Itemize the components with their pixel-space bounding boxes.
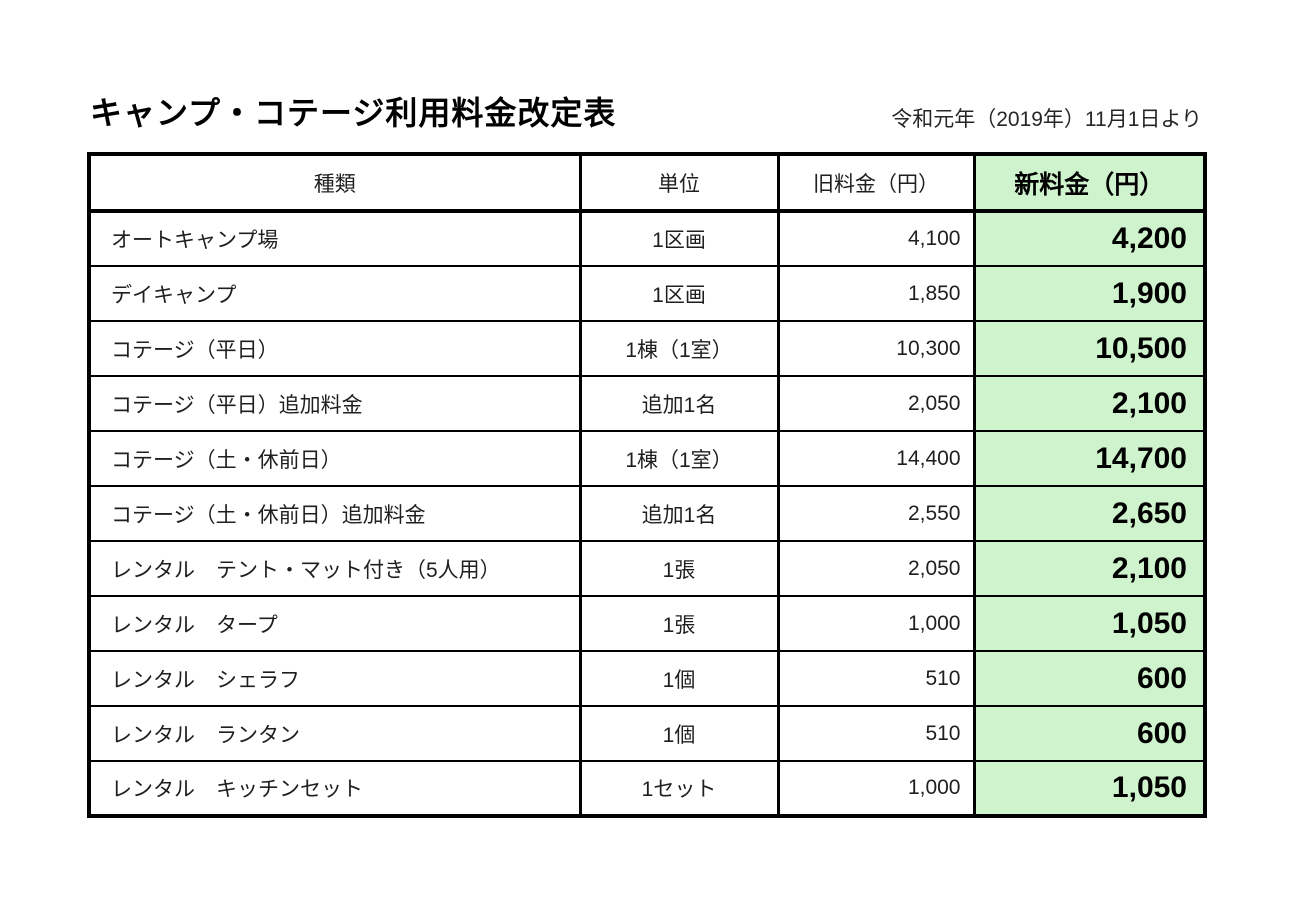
type-cell: コテージ（平日） <box>87 320 582 377</box>
type-cell: レンタル テント・マット付き（5人用） <box>87 540 582 597</box>
type-cell: レンタル キッチンセット <box>87 760 582 817</box>
page-title: キャンプ・コテージ利用料金改定表 <box>90 95 617 131</box>
header-new-fee: 新料金（円） <box>972 153 1207 213</box>
unit-cell: 1張 <box>578 595 780 652</box>
type-cell: コテージ（土・休前日）追加料金 <box>87 485 582 542</box>
unit-cell: 1棟（1室） <box>578 430 780 487</box>
old-fee-cell: 2,050 <box>776 375 976 432</box>
table-row: デイキャンプ 1区画 1,850 1,900 <box>87 265 1207 322</box>
old-fee-cell: 1,850 <box>776 265 976 322</box>
new-fee-cell: 14,700 <box>972 430 1207 487</box>
table-row: コテージ（平日）追加料金 追加1名 2,050 2,100 <box>87 375 1207 432</box>
new-fee-cell: 1,050 <box>972 595 1207 652</box>
new-fee-cell: 2,100 <box>972 540 1207 597</box>
old-fee-cell: 2,050 <box>776 540 976 597</box>
old-fee-cell: 1,000 <box>776 595 976 652</box>
unit-cell: 1区画 <box>578 210 780 267</box>
unit-cell: 1棟（1室） <box>578 320 780 377</box>
new-fee-cell: 1,050 <box>972 760 1207 817</box>
new-fee-cell: 2,100 <box>972 375 1207 432</box>
old-fee-cell: 4,100 <box>776 210 976 267</box>
new-fee-cell: 4,200 <box>972 210 1207 267</box>
effective-date-note: 令和元年（2019年）11月1日より <box>891 108 1202 131</box>
fee-table: 種類 単位 旧料金（円） 新料金（円） オートキャンプ場 1区画 4,100 4… <box>87 152 1207 818</box>
type-cell: デイキャンプ <box>87 265 582 322</box>
old-fee-cell: 10,300 <box>776 320 976 377</box>
new-fee-cell: 1,900 <box>972 265 1207 322</box>
header-type: 種類 <box>87 153 582 213</box>
new-fee-cell: 600 <box>972 650 1207 707</box>
table-row: レンタル テント・マット付き（5人用） 1張 2,050 2,100 <box>87 540 1207 597</box>
type-cell: レンタル ランタン <box>87 705 582 762</box>
old-fee-cell: 510 <box>776 650 976 707</box>
table-row: コテージ（平日） 1棟（1室） 10,300 10,500 <box>87 320 1207 377</box>
type-cell: レンタル タープ <box>87 595 582 652</box>
header-row: 種類 単位 旧料金（円） 新料金（円） <box>87 153 1207 213</box>
unit-cell: 追加1名 <box>578 375 780 432</box>
type-cell: コテージ（土・休前日） <box>87 430 582 487</box>
type-cell: オートキャンプ場 <box>87 210 582 267</box>
unit-cell: 1個 <box>578 705 780 762</box>
unit-cell: 1セット <box>578 760 780 817</box>
unit-cell: 1張 <box>578 540 780 597</box>
table-row: レンタル タープ 1張 1,000 1,050 <box>87 595 1207 652</box>
header-unit: 単位 <box>578 153 780 213</box>
table-row: レンタル シェラフ 1個 510 600 <box>87 650 1207 707</box>
unit-cell: 1区画 <box>578 265 780 322</box>
unit-cell: 追加1名 <box>578 485 780 542</box>
unit-cell: 1個 <box>578 650 780 707</box>
table-row: コテージ（土・休前日）追加料金 追加1名 2,550 2,650 <box>87 485 1207 542</box>
old-fee-cell: 1,000 <box>776 760 976 817</box>
header-old-fee: 旧料金（円） <box>776 153 976 213</box>
old-fee-cell: 14,400 <box>776 430 976 487</box>
new-fee-cell: 2,650 <box>972 485 1207 542</box>
old-fee-cell: 510 <box>776 705 976 762</box>
type-cell: レンタル シェラフ <box>87 650 582 707</box>
table-row: レンタル ランタン 1個 510 600 <box>87 705 1207 762</box>
old-fee-cell: 2,550 <box>776 485 976 542</box>
new-fee-cell: 10,500 <box>972 320 1207 377</box>
table-row: オートキャンプ場 1区画 4,100 4,200 <box>87 210 1207 267</box>
table-row: コテージ（土・休前日） 1棟（1室） 14,400 14,700 <box>87 430 1207 487</box>
table-row: レンタル キッチンセット 1セット 1,000 1,050 <box>87 760 1207 817</box>
new-fee-cell: 600 <box>972 705 1207 762</box>
type-cell: コテージ（平日）追加料金 <box>87 375 582 432</box>
